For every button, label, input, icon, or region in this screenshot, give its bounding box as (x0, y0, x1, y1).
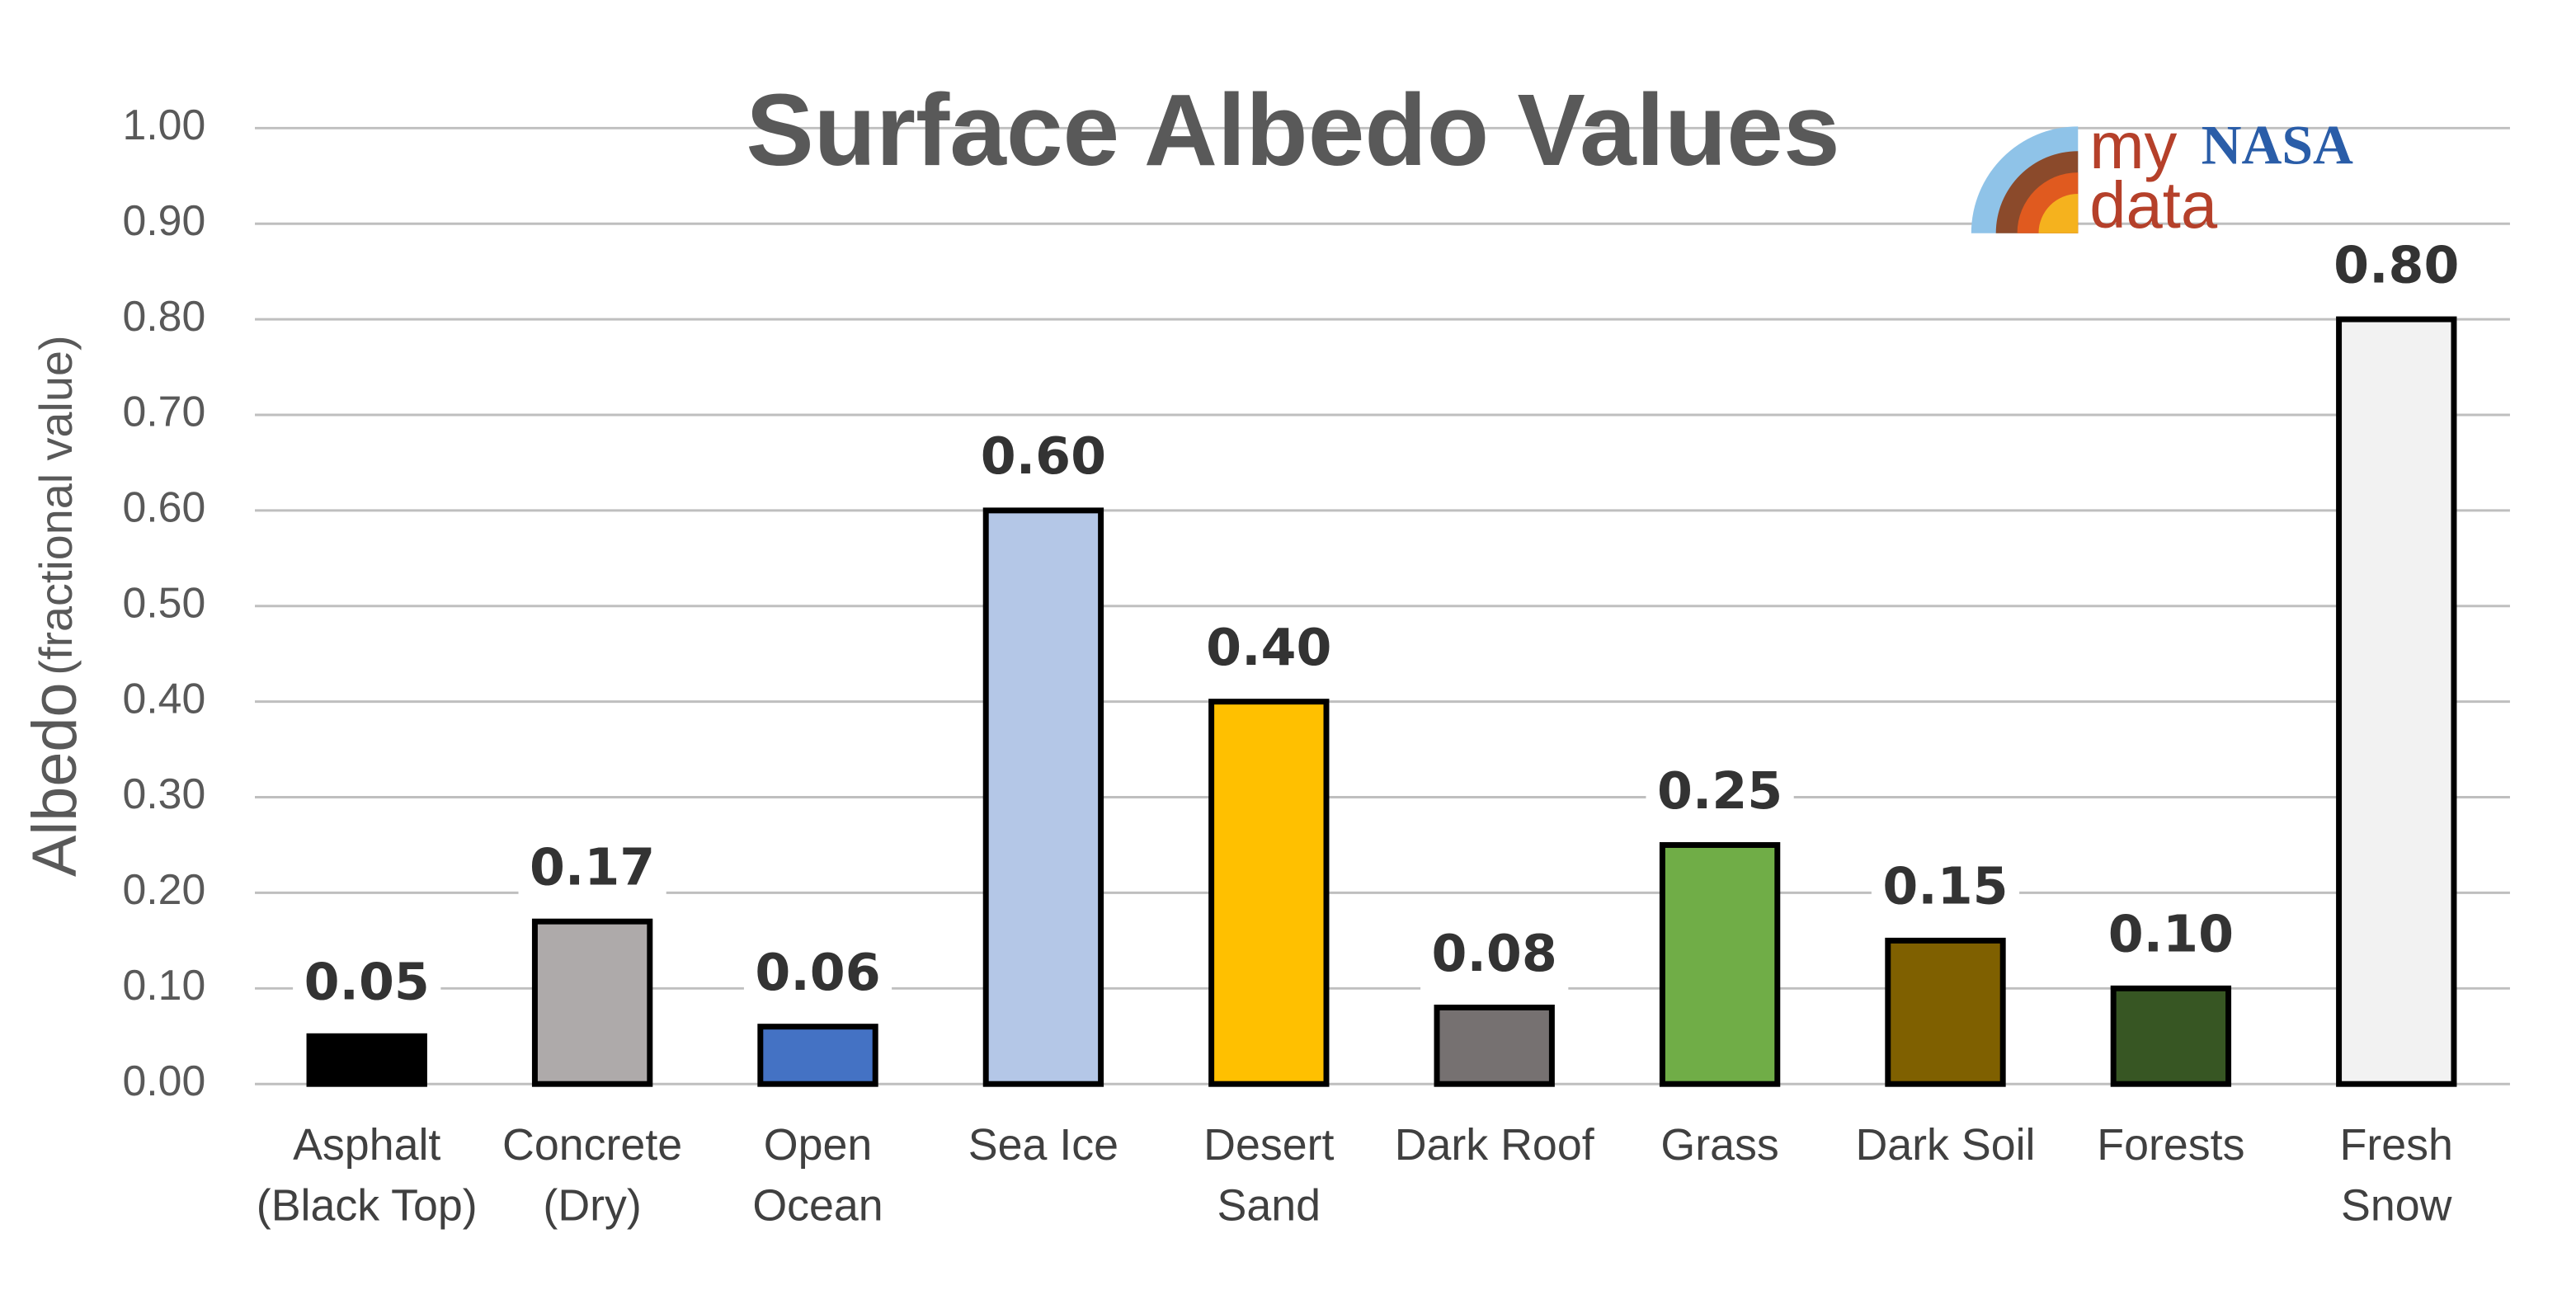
bar (1208, 699, 1330, 1087)
logo-data: data (2089, 168, 2218, 242)
y-tick-label: 0.40 (123, 674, 206, 722)
bar (757, 1024, 878, 1087)
bar (2110, 985, 2232, 1087)
x-tick-label: Grass (1660, 1120, 1778, 1170)
data-label-bg (1646, 752, 1794, 829)
data-label-bg (2097, 896, 2245, 972)
x-tick-label: Sea Ice (968, 1120, 1118, 1170)
logo-my: my (2089, 109, 2177, 182)
data-label: 0.08 (1432, 924, 1557, 983)
x-tick-label: (Black Top) (257, 1181, 478, 1231)
x-tick-label: Dark Soil (1855, 1120, 2035, 1170)
logo-ring (2038, 193, 2079, 233)
bar (1885, 937, 2006, 1087)
bar (531, 918, 653, 1087)
logo-nasa: NASA (2202, 115, 2353, 177)
y-tick-label: 0.10 (123, 961, 206, 1009)
bar (1659, 841, 1781, 1087)
y-axis-label: Albedo (fractional value) (21, 335, 90, 877)
bar (982, 507, 1104, 1087)
x-tick-label: Forests (2097, 1120, 2244, 1170)
y-tick-label: 0.60 (123, 483, 206, 531)
x-tick-label: Open (764, 1120, 873, 1170)
logo: my NASA data (1971, 109, 2353, 242)
x-tick-label: Asphalt (293, 1120, 440, 1170)
data-label: 0.40 (1206, 618, 1331, 677)
data-label-bg (518, 829, 666, 906)
y-tick-label: 0.50 (123, 578, 206, 626)
y-tick-label: 0.90 (123, 196, 206, 244)
x-tick-label: Desert (1203, 1120, 1334, 1170)
bar (2336, 316, 2457, 1087)
bar (1434, 1005, 1555, 1087)
y-tick-label: 0.30 (123, 770, 206, 817)
y-tick-label: 0.20 (123, 865, 206, 913)
data-label: 0.06 (755, 943, 880, 1002)
data-label: 0.10 (2108, 905, 2234, 964)
data-label: 0.80 (2333, 235, 2459, 294)
x-tick-label: Fresh (2340, 1120, 2453, 1170)
data-label-bg (969, 418, 1118, 494)
y-axis-label-main: Albedo (21, 682, 90, 877)
data-label-bg (743, 935, 892, 1010)
x-tick-label: Sand (1217, 1181, 1321, 1231)
data-label: 0.15 (1882, 857, 2008, 916)
data-label-bg (293, 944, 441, 1020)
x-tick-label: Concrete (502, 1120, 682, 1170)
y-axis-label-note: (fractional value) (31, 335, 82, 675)
data-label-bg (1420, 915, 1569, 991)
y-tick-label: 0.00 (123, 1057, 206, 1104)
chart-title: Surface Albedo Values (746, 73, 1839, 187)
bar (306, 1033, 427, 1087)
x-tick-label: (Dry) (543, 1181, 641, 1231)
data-label: 0.05 (304, 953, 430, 1012)
y-tick-label: 0.70 (123, 388, 206, 436)
x-tick-label: Snow (2341, 1181, 2452, 1231)
data-label-bg (2322, 227, 2470, 304)
data-label: 0.25 (1657, 761, 1782, 821)
y-tick-label: 1.00 (123, 101, 206, 148)
x-tick-label: Ocean (752, 1181, 883, 1231)
y-tick-label: 0.80 (123, 292, 206, 340)
x-tick-label: Dark Roof (1395, 1120, 1595, 1170)
data-label-bg (1194, 610, 1343, 685)
data-label: 0.60 (981, 426, 1106, 486)
data-label: 0.17 (530, 838, 655, 897)
data-label-bg (1871, 848, 2020, 925)
